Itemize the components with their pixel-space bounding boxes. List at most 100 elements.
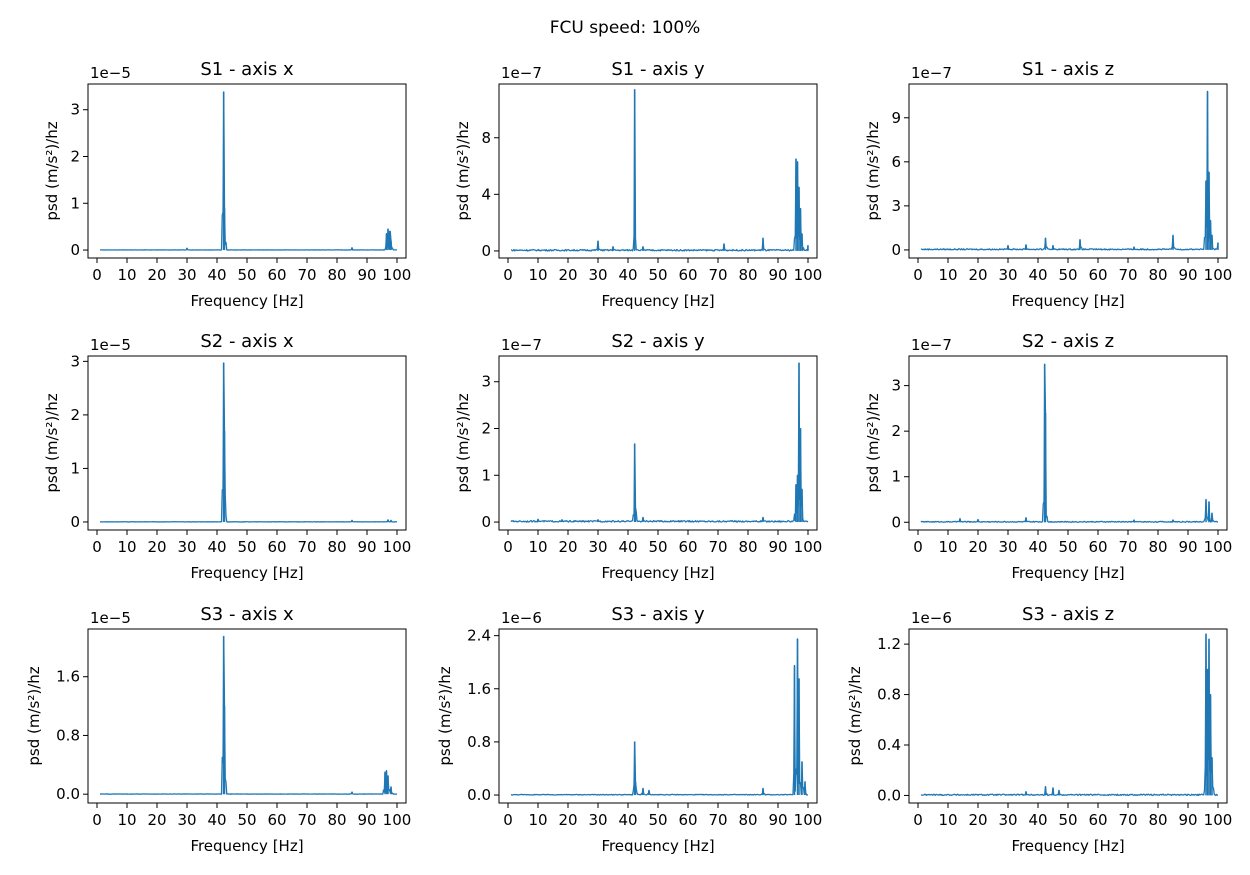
x-tick-label: 20 (147, 811, 166, 829)
y-tick-label: 0 (481, 513, 491, 531)
subplot-title: S2 - axis x (200, 331, 294, 352)
psd-series-line (99, 635, 398, 795)
x-tick-label: 50 (648, 266, 667, 284)
x-tick-label: 40 (207, 811, 226, 829)
axes-frame (498, 355, 818, 531)
y-tick-label: 1 (70, 459, 80, 477)
y-tick-label: 0 (70, 513, 80, 531)
y-offset-label: 1e−6 (911, 609, 952, 627)
x-tick-label: 70 (1118, 538, 1137, 556)
y-tick-label: 1 (891, 468, 901, 486)
y-tick-label: 1 (481, 466, 491, 484)
x-tick-label: 100 (383, 266, 412, 284)
x-tick-label: 70 (708, 266, 727, 284)
subplot-3: 0 10 20 30 40 50 60 70 80 90 100 0 3 6 9 S1 - axis z 1e−… (864, 59, 1232, 310)
y-tick-label: 2.4 (467, 627, 491, 645)
y-tick-label: 0.8 (56, 726, 80, 744)
y-tick-label: 2 (70, 406, 80, 424)
x-tick-label: 20 (147, 538, 166, 556)
subplot-title: S3 - axis y (611, 604, 705, 625)
x-tick-label: 30 (588, 811, 607, 829)
y-tick-label: 1.6 (56, 668, 80, 686)
x-tick-label: 80 (1148, 266, 1167, 284)
y-axis-label: psd (m/s²)/hz (864, 393, 882, 492)
subplot-2: 0 10 20 30 40 50 60 70 80 90 100 0 4 8 S1 - axis y 1e−7… (454, 59, 822, 310)
x-tick-label: 40 (1028, 538, 1047, 556)
y-tick-label: 2 (481, 420, 491, 438)
x-tick-label: 90 (357, 538, 376, 556)
x-tick-label: 30 (998, 538, 1017, 556)
x-tick-label: 60 (678, 811, 697, 829)
y-tick-label: 0 (481, 242, 491, 260)
x-tick-label: 30 (998, 266, 1017, 284)
subplot-title: S2 - axis y (611, 331, 705, 352)
y-offset-label: 1e−5 (90, 609, 131, 627)
psd-series-line (920, 363, 1219, 523)
y-axis-label: psd (m/s²)/hz (43, 121, 61, 220)
x-tick-label: 70 (1118, 266, 1137, 284)
x-tick-label: 70 (297, 266, 316, 284)
x-tick-label: 0 (503, 811, 513, 829)
y-offset-label: 1e−5 (90, 64, 131, 82)
x-tick-label: 100 (794, 538, 823, 556)
x-tick-label: 10 (938, 538, 957, 556)
y-axis-label: psd (m/s²)/hz (454, 393, 472, 492)
x-axis-label: Frequency [Hz] (1011, 292, 1124, 310)
axes-frame (498, 83, 818, 259)
y-tick-label: 0 (70, 241, 80, 259)
x-tick-label: 0 (913, 811, 923, 829)
psd-series-line (510, 89, 809, 252)
x-tick-label: 40 (618, 811, 637, 829)
psd-series-line (920, 90, 1219, 251)
x-tick-label: 90 (768, 266, 787, 284)
subplot-title: S2 - axis z (1022, 331, 1114, 352)
x-tick-label: 100 (1204, 266, 1233, 284)
x-tick-label: 20 (147, 266, 166, 284)
x-tick-label: 70 (708, 811, 727, 829)
subplot-1: 0 10 20 30 40 50 60 70 80 90 100 0 1 2 3 S1 - axis x 1e−… (43, 59, 411, 310)
y-tick-label: 0.8 (877, 686, 901, 704)
x-tick-label: 80 (738, 266, 757, 284)
x-tick-label: 10 (938, 266, 957, 284)
x-tick-label: 90 (768, 538, 787, 556)
x-tick-label: 90 (768, 811, 787, 829)
subplot-8: 0 10 20 30 40 50 60 70 80 90 100 0.0 0.8 1.6 2.4 S3 - a… (436, 604, 822, 855)
x-axis-label: Frequency [Hz] (190, 564, 303, 582)
x-axis-label: Frequency [Hz] (1011, 564, 1124, 582)
x-tick-label: 50 (237, 538, 256, 556)
psd-series-line (920, 633, 1219, 797)
subplot-4: 0 10 20 30 40 50 60 70 80 90 100 0 1 2 3 S2 - axis x 1e−… (43, 331, 411, 582)
x-tick-label: 100 (794, 266, 823, 284)
x-tick-label: 60 (1088, 538, 1107, 556)
x-tick-label: 100 (794, 811, 823, 829)
x-tick-label: 40 (618, 266, 637, 284)
y-tick-label: 1.2 (877, 635, 901, 653)
psd-series-line (510, 638, 809, 796)
y-tick-label: 0.0 (56, 785, 80, 803)
x-tick-label: 50 (648, 538, 667, 556)
x-tick-label: 70 (297, 811, 316, 829)
x-tick-label: 60 (678, 266, 697, 284)
y-tick-label: 6 (891, 153, 901, 171)
x-tick-label: 50 (1058, 266, 1077, 284)
y-axis-label: psd (m/s²)/hz (454, 121, 472, 220)
y-axis-label: psd (m/s²)/hz (436, 666, 454, 765)
x-tick-label: 0 (913, 266, 923, 284)
subplot-7: 0 10 20 30 40 50 60 70 80 90 100 0.0 0.8 1.6 S3 - axis… (25, 604, 411, 855)
x-tick-label: 60 (678, 538, 697, 556)
x-tick-label: 100 (1204, 811, 1233, 829)
x-tick-label: 0 (503, 266, 513, 284)
y-axis-label: psd (m/s²)/hz (25, 666, 43, 765)
subplot-title: S1 - axis y (611, 59, 705, 80)
x-tick-label: 60 (267, 811, 286, 829)
axes-frame (87, 355, 407, 531)
x-tick-label: 100 (1204, 538, 1233, 556)
x-tick-label: 40 (207, 538, 226, 556)
y-tick-label: 1 (70, 194, 80, 212)
x-tick-label: 30 (177, 538, 196, 556)
y-tick-label: 0.4 (877, 736, 901, 754)
y-tick-label: 4 (481, 185, 491, 203)
x-tick-label: 10 (938, 811, 957, 829)
